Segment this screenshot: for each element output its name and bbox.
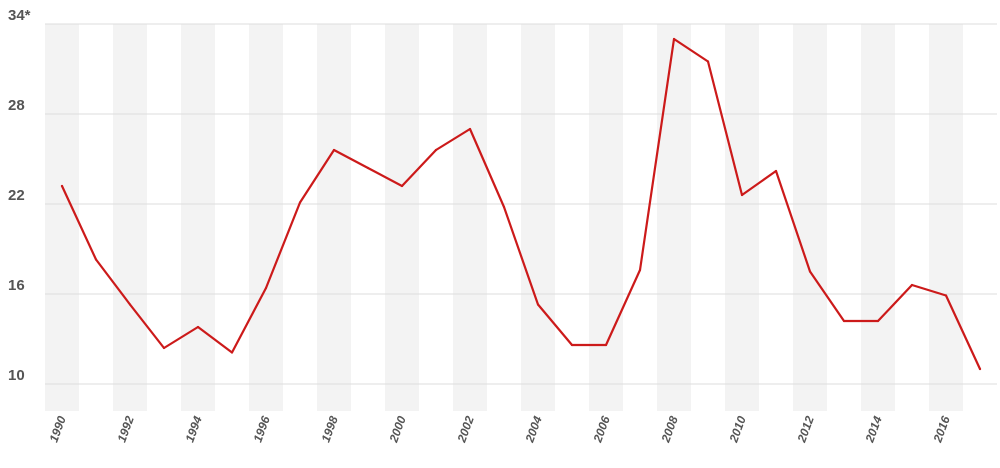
y-tick-label-16: 16: [8, 277, 25, 294]
data-point-1993: [162, 346, 166, 350]
year-band-2012: [793, 24, 827, 411]
data-point-2010: [740, 193, 744, 197]
data-point-1994: [196, 325, 200, 329]
x-tick-label-1996: 1996: [251, 414, 273, 444]
data-point-1996: [264, 286, 268, 290]
year-band-2008: [657, 24, 691, 411]
y-tick-label-28: 28: [8, 97, 25, 114]
x-tick-label-2012: 2012: [794, 414, 817, 445]
data-point-2013: [842, 319, 846, 323]
gridlines: [45, 23, 997, 385]
data-point-2007: [638, 268, 642, 272]
data-point-1991: [94, 258, 98, 261]
x-tick-label-1998: 1998: [319, 414, 341, 444]
data-point-1999: [366, 166, 370, 170]
data-point-2016: [944, 294, 948, 297]
data-point-2002: [468, 127, 472, 131]
data-point-2014: [876, 319, 880, 323]
x-tick-label-1994: 1994: [183, 414, 205, 444]
series-lines: [60, 37, 982, 371]
x-tick-label-2008: 2008: [658, 414, 681, 445]
data-point-2006: [604, 343, 608, 347]
data-point-2000: [400, 184, 404, 188]
data-point-1992: [128, 303, 132, 306]
year-band-2006: [589, 24, 623, 411]
year-band-1996: [249, 24, 283, 411]
x-tick-label-2004: 2004: [522, 414, 545, 445]
data-point-2003: [502, 205, 506, 209]
data-point-2008: [672, 37, 676, 41]
data-point-1995: [230, 351, 234, 354]
data-point-2001: [434, 148, 438, 152]
data-point-2017: [978, 367, 982, 371]
x-tick-label-2016: 2016: [930, 414, 953, 445]
x-axis-ticks: 1990 1992 1994 1996 1998 2000 2002 2004 2006 2008…: [47, 414, 953, 445]
year-band-2000: [385, 24, 419, 411]
data-point-2005: [570, 343, 574, 347]
y-tick-label-34: 34*: [8, 7, 31, 24]
data-point-2004: [536, 303, 540, 306]
x-tick-label-1992: 1992: [115, 414, 137, 444]
year-band-2002: [453, 24, 487, 411]
year-band-1992: [113, 24, 147, 411]
data-point-1998: [332, 148, 336, 152]
data-point-1997: [298, 201, 302, 204]
year-band-2010: [725, 24, 759, 411]
x-tick-label-2006: 2006: [590, 414, 613, 445]
y-axis-ticks: 10 16 22 28 34*: [8, 7, 31, 384]
x-tick-label-1990: 1990: [47, 414, 69, 444]
y-tick-label-10: 10: [8, 367, 25, 384]
year-band-2004: [521, 24, 555, 411]
data-point-2009: [706, 60, 710, 63]
year-bands: [45, 24, 963, 411]
x-tick-label-2002: 2002: [454, 414, 477, 445]
year-band-2014: [861, 24, 895, 411]
year-band-1998: [317, 24, 351, 411]
x-tick-label-2000: 2000: [386, 414, 409, 445]
x-tick-label-2014: 2014: [862, 414, 885, 445]
y-tick-label-22: 22: [8, 187, 25, 204]
year-band-1994: [181, 24, 215, 411]
series-line-0: [60, 37, 982, 371]
data-point-1990: [60, 184, 64, 188]
x-tick-label-2010: 2010: [726, 414, 749, 445]
data-point-2011: [774, 169, 778, 173]
year-band-1990: [45, 24, 79, 411]
data-point-2012: [808, 270, 812, 273]
data-point-2015: [910, 283, 914, 287]
year-band-2016: [929, 24, 963, 411]
